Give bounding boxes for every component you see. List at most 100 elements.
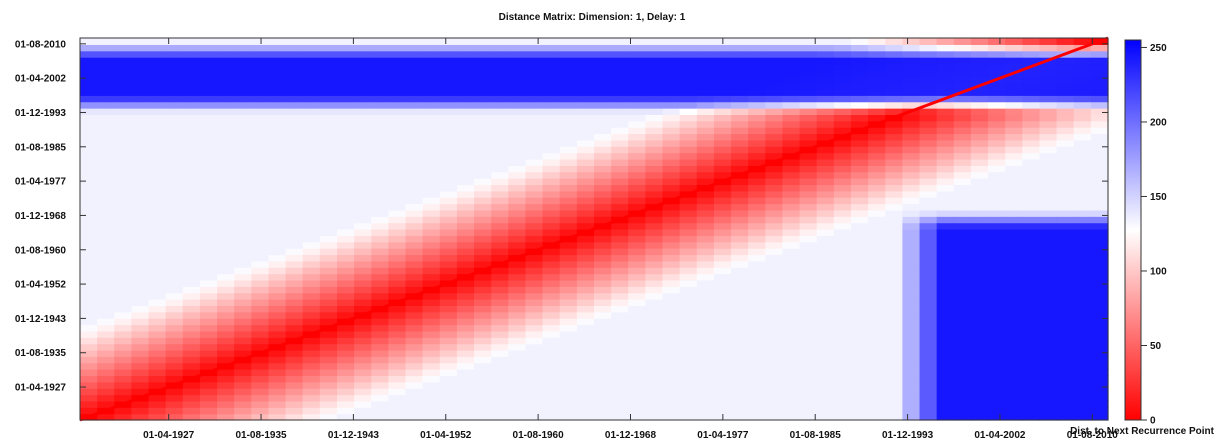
heatmap-cell [851, 394, 869, 402]
heatmap-cell [645, 343, 664, 351]
heatmap-cell [508, 57, 527, 65]
heatmap-cell [1056, 273, 1075, 281]
heatmap-cell [131, 139, 150, 147]
heatmap-cell [542, 254, 561, 262]
heatmap-cell [268, 127, 287, 135]
heatmap-cell [953, 254, 972, 262]
heatmap-cell [1022, 311, 1041, 319]
heatmap-cell [902, 184, 921, 192]
heatmap-cell [268, 356, 287, 364]
heatmap-cell [1005, 362, 1023, 370]
heatmap-cell [251, 50, 270, 58]
heatmap-cell [851, 286, 869, 294]
heatmap-cell [1090, 394, 1109, 402]
heatmap-cell [302, 76, 321, 84]
heatmap-cell [679, 88, 698, 96]
heatmap-cell [234, 286, 252, 294]
heatmap-cell [936, 324, 955, 332]
heatmap-cell [285, 101, 304, 109]
heatmap-cell [988, 88, 1006, 96]
heatmap-cell [371, 197, 389, 205]
heatmap-cell [936, 388, 955, 396]
heatmap-cell [234, 50, 252, 58]
heatmap-cell [525, 388, 544, 396]
heatmap-cell [696, 69, 715, 77]
heatmap-cell [217, 139, 235, 147]
heatmap-cell [371, 273, 389, 281]
heatmap-cell [474, 152, 492, 160]
heatmap-cell [833, 229, 852, 236]
heatmap-cell [748, 158, 766, 166]
heatmap-cell [970, 190, 989, 198]
heatmap-cell [919, 57, 938, 65]
heatmap-cell [217, 292, 235, 300]
heatmap-cell [611, 44, 629, 52]
heatmap-cell [782, 267, 801, 275]
heatmap-cell [217, 279, 235, 287]
heatmap-cell [474, 158, 492, 166]
heatmap-cell [1073, 108, 1092, 115]
heatmap-cell [696, 101, 715, 109]
heatmap-cell [148, 209, 167, 217]
heatmap-cell [713, 229, 732, 236]
heatmap-cell [268, 381, 287, 389]
heatmap-cell [182, 229, 201, 236]
heatmap-cell [799, 50, 818, 58]
heatmap-cell [371, 369, 389, 377]
heatmap-cell [114, 133, 132, 141]
heatmap-cell [885, 127, 903, 135]
heatmap-cell [953, 120, 972, 128]
heatmap-cell [833, 63, 852, 71]
heatmap-cell [491, 407, 509, 415]
heatmap-cell [251, 57, 270, 65]
heatmap-cell [885, 209, 903, 217]
heatmap-cell [337, 184, 355, 192]
heatmap-cell [851, 146, 869, 154]
heatmap-cell [713, 69, 732, 77]
heatmap-cell [816, 63, 835, 71]
heatmap-cell [576, 299, 595, 306]
heatmap-cell [302, 184, 321, 192]
heatmap-cell [953, 273, 972, 281]
heatmap-cell [131, 248, 150, 256]
heatmap-cell [148, 254, 167, 262]
heatmap-cell [953, 413, 972, 421]
heatmap-cell [165, 388, 184, 396]
heatmap-cell [851, 407, 869, 415]
heatmap-cell [868, 235, 886, 243]
heatmap-cell [1022, 203, 1041, 211]
heatmap-cell [354, 229, 372, 236]
heatmap-cell [919, 286, 938, 294]
heatmap-cell [199, 95, 218, 103]
heatmap-cell [388, 311, 407, 319]
heatmap-cell [988, 235, 1006, 243]
heatmap-cell [679, 394, 698, 402]
heatmap-cell [713, 203, 732, 211]
heatmap-cell [970, 267, 989, 275]
heatmap-cell [679, 337, 698, 345]
heatmap-cell [594, 63, 612, 71]
heatmap-cell [902, 330, 921, 338]
heatmap-cell [902, 158, 921, 166]
heatmap-cell [456, 108, 475, 115]
heatmap-cell [1022, 324, 1041, 332]
heatmap-cell [508, 63, 527, 71]
heatmap-cell [576, 330, 595, 338]
heatmap-cell [251, 375, 270, 383]
heatmap-cell [542, 152, 561, 160]
heatmap-cell [337, 286, 355, 294]
heatmap-cell [953, 362, 972, 370]
heatmap-cell [165, 394, 184, 402]
heatmap-cell [696, 235, 715, 243]
heatmap-cell [456, 369, 475, 377]
heatmap-cell [782, 38, 801, 45]
heatmap-cell [148, 216, 167, 224]
heatmap-cell [491, 241, 509, 249]
heatmap-cell [988, 209, 1006, 217]
heatmap-cell [696, 330, 715, 338]
heatmap-cell [1022, 394, 1041, 402]
heatmap-cell [696, 63, 715, 71]
heatmap-cell [713, 50, 732, 58]
heatmap-cell [182, 267, 201, 275]
heatmap-cell [354, 330, 372, 338]
